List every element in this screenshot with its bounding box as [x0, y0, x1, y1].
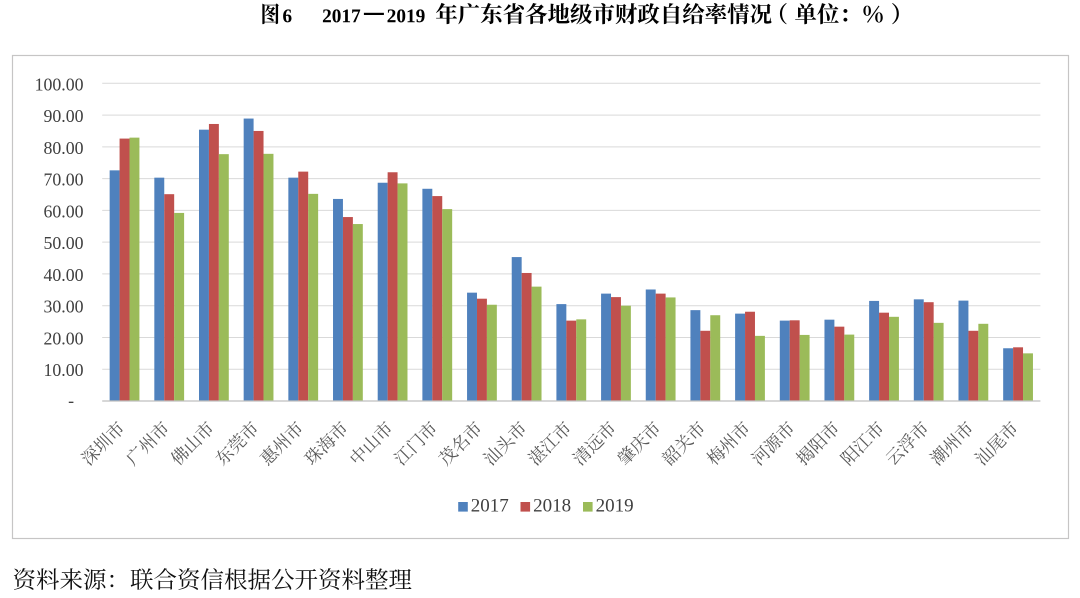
svg-text:100.00: 100.00	[35, 74, 84, 94]
svg-text:60.00: 60.00	[43, 201, 83, 221]
svg-text:2017: 2017	[471, 496, 509, 517]
svg-text:2019: 2019	[596, 496, 634, 517]
svg-text:2018: 2018	[533, 496, 571, 517]
svg-text:50.00: 50.00	[43, 233, 83, 253]
svg-text:-: -	[68, 391, 74, 411]
svg-text:90.00: 90.00	[43, 106, 83, 126]
svg-text:30.00: 30.00	[43, 297, 83, 317]
svg-text:10.00: 10.00	[43, 360, 83, 380]
svg-text:70.00: 70.00	[43, 170, 83, 190]
svg-text:20.00: 20.00	[43, 328, 83, 348]
svg-text:40.00: 40.00	[43, 265, 83, 285]
svg-text:80.00: 80.00	[43, 138, 83, 158]
